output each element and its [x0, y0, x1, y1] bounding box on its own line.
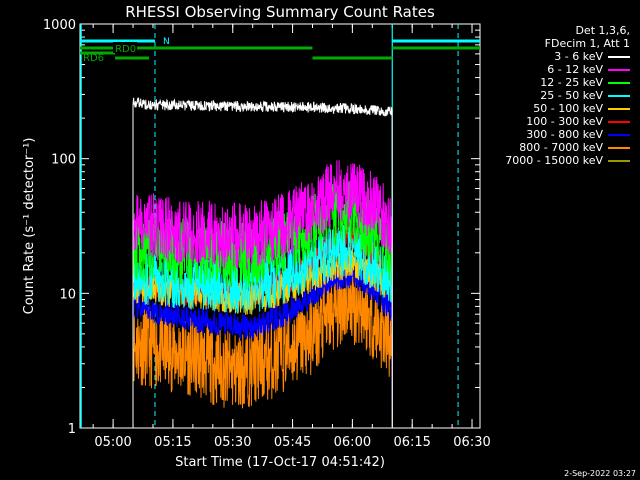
legend-entry: 6 - 12 keV [480, 63, 630, 76]
legend-swatch [608, 146, 630, 149]
legend-swatch [608, 133, 630, 136]
generation-timestamp: 2-Sep-2022 03:27 [564, 469, 636, 478]
x-tick-label: 05:00 [94, 435, 131, 450]
legend-label: 300 - 800 keV [526, 128, 603, 141]
annotation-rd6: RD6 [83, 53, 104, 64]
legend-swatch [608, 120, 630, 123]
legend-entry: 3 - 6 keV [480, 50, 630, 63]
x-tick-label: 06:15 [393, 435, 430, 450]
plot-frame [79, 23, 481, 429]
legend-label: 3 - 6 keV [554, 50, 603, 63]
legend-label: 800 - 7000 keV [519, 141, 603, 154]
y-axis-label: Count Rate (s⁻¹ detector⁻¹) [22, 138, 37, 315]
rd0-label-bg [113, 42, 138, 53]
series-line [132, 223, 393, 429]
legend-label: 50 - 100 keV [533, 102, 603, 115]
legend-label: 6 - 12 keV [547, 63, 603, 76]
x-tick-label: 06:30 [453, 435, 490, 450]
y-tick-label: 10 [59, 287, 76, 302]
series-line [132, 97, 393, 429]
legend-entry: 800 - 7000 keV [480, 141, 630, 154]
x-tick-label: 06:00 [334, 435, 371, 450]
legend-label: 25 - 50 keV [540, 89, 603, 102]
legend-entry: 300 - 800 keV [480, 128, 630, 141]
x-tick-label: 05:45 [274, 435, 311, 450]
legend-label: 12 - 25 keV [540, 76, 603, 89]
legend-label: 100 - 300 keV [526, 115, 603, 128]
legend-swatch [608, 107, 630, 110]
y-tick-label: 1 [68, 422, 76, 437]
x-tick-label: 05:30 [214, 435, 251, 450]
x-axis-label: Start Time (17-Oct-17 04:51:42) [175, 455, 385, 470]
legend-label: 7000 - 15000 keV [505, 154, 603, 167]
legend-swatch [608, 159, 630, 162]
chart-legend: Det 1,3,6, FDecim 1, Att 1 3 - 6 keV 6 - … [480, 24, 630, 167]
annotation-rd0: RD0 [115, 44, 136, 55]
legend-swatch [608, 55, 630, 58]
chart-title: RHESSI Observing Summary Count Rates [125, 3, 435, 21]
legend-entry: 50 - 100 keV [480, 102, 630, 115]
legend-entry: 25 - 50 keV [480, 89, 630, 102]
legend-swatch [608, 68, 630, 71]
legend-detectors: Det 1,3,6, [575, 24, 630, 37]
legend-fdecim: FDecim 1, Att 1 [544, 37, 630, 50]
y-tick-label: 100 [51, 153, 76, 168]
legend-entry: 12 - 25 keV [480, 76, 630, 89]
legend-entry: 7000 - 15000 keV [480, 154, 630, 167]
legend-swatch [608, 81, 630, 84]
legend-entries: 3 - 6 keV 6 - 12 keV 12 - 25 keV 25 - 50 ke… [480, 50, 630, 167]
y-tick-label: 1000 [43, 18, 76, 33]
annotation-n: N [163, 37, 170, 47]
legend-entry: 100 - 300 keV [480, 115, 630, 128]
x-tick-label: 05:15 [154, 435, 191, 450]
legend-swatch [608, 94, 630, 97]
series-line [132, 160, 393, 429]
series-line [132, 263, 393, 429]
